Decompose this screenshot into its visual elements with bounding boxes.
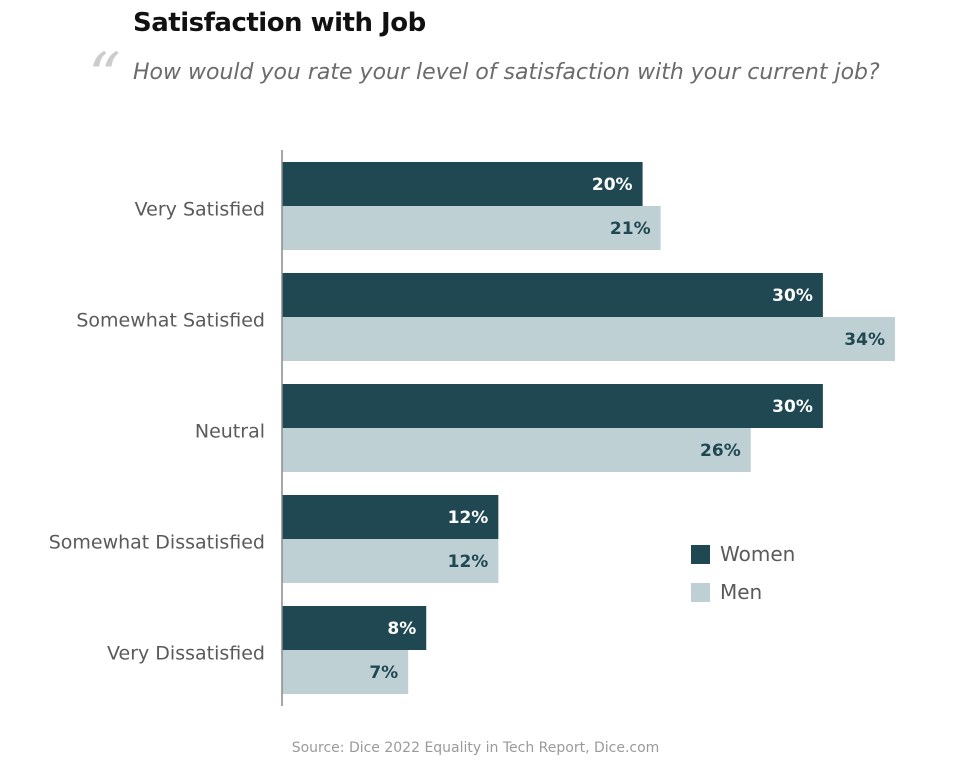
data-label: 8%	[387, 619, 416, 639]
data-label: 20%	[592, 175, 633, 195]
data-label: 26%	[700, 441, 741, 461]
legend: Women Men	[691, 542, 795, 604]
data-label: 34%	[844, 330, 885, 350]
data-label: 12%	[448, 508, 489, 528]
data-label: 7%	[369, 663, 398, 683]
category-label: Neutral	[195, 421, 265, 443]
bar-women	[282, 273, 823, 317]
bar-women	[282, 495, 499, 539]
category-label: Very Satisfied	[135, 199, 265, 221]
data-label: 30%	[772, 286, 813, 306]
bar-women	[282, 606, 427, 650]
category-label: Somewhat Satisfied	[76, 310, 265, 332]
bar-women	[282, 384, 823, 428]
chart-subtitle: How would you rate your level of satisfa…	[133, 60, 880, 85]
data-label: 12%	[448, 552, 489, 572]
legend-swatch-men	[691, 583, 710, 602]
legend-label-women: Women	[720, 542, 795, 566]
bar-women	[282, 162, 643, 206]
bar-men	[282, 206, 661, 250]
category-label: Very Dissatisfied	[107, 643, 265, 665]
category-label: Somewhat Dissatisfied	[49, 532, 265, 554]
bar-men	[282, 317, 895, 361]
bar-men	[282, 650, 409, 694]
legend-swatch-women	[691, 545, 710, 564]
data-label: 30%	[772, 397, 813, 417]
quote-icon: “	[88, 40, 121, 114]
bar-men	[282, 539, 499, 583]
legend-label-men: Men	[720, 580, 762, 604]
bars-layer: Very Satisfied 20% 21% Somewhat Satisfied 30…	[49, 162, 895, 694]
source-note: Source: Dice 2022 Equality in Tech Repor…	[291, 740, 660, 756]
data-label: 21%	[610, 219, 651, 239]
bar-men	[282, 428, 751, 472]
chart-title: Satisfaction with Job	[133, 8, 426, 38]
